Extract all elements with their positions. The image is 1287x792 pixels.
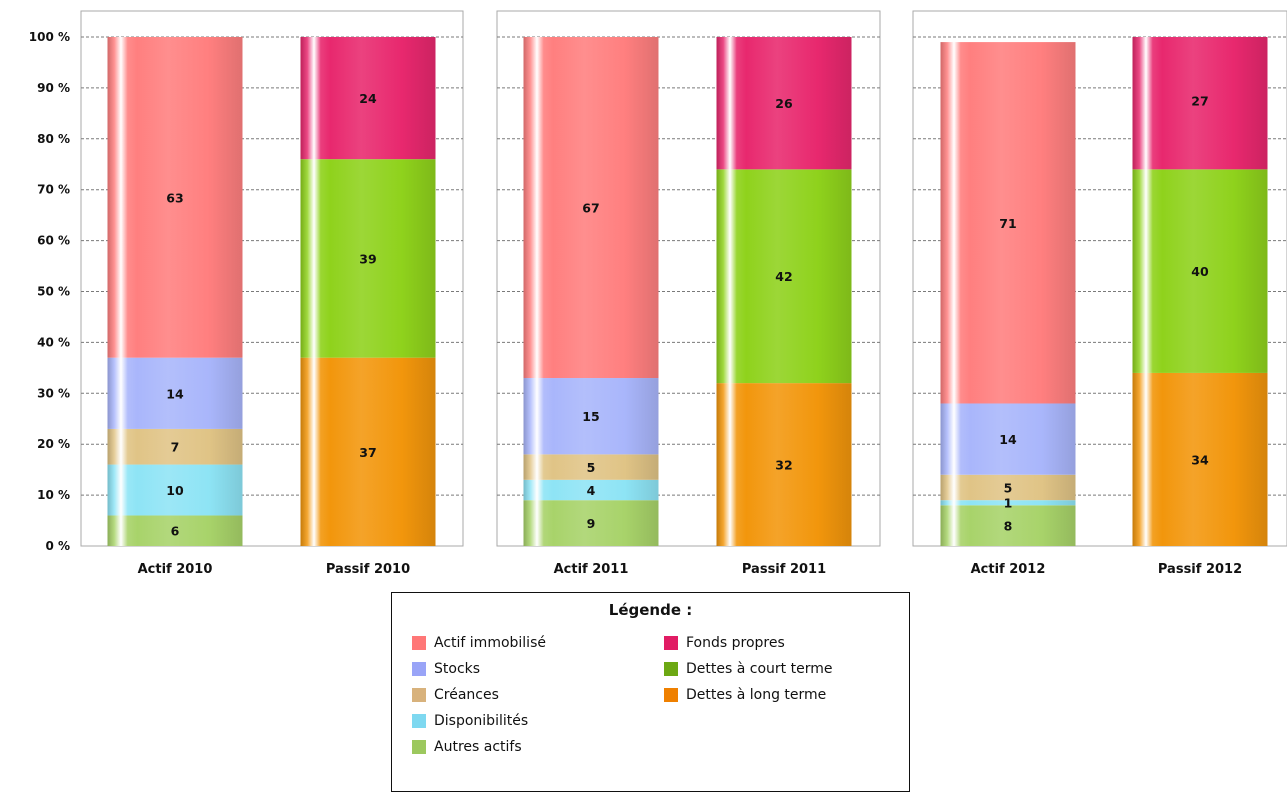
legend-label: Stocks bbox=[434, 661, 481, 677]
legend-swatch bbox=[412, 740, 426, 754]
legend-item: Autres actifs bbox=[412, 737, 522, 757]
bar-segment bbox=[716, 37, 852, 170]
data-label: 8 bbox=[1004, 519, 1013, 534]
bar-segment bbox=[716, 383, 852, 546]
legend-item: Stocks bbox=[412, 659, 480, 679]
panel-2010: 6 10 7 14 63 Actif 2010 37 39 24 Passif 2010 bbox=[80, 10, 464, 577]
data-label: 71 bbox=[999, 216, 1016, 231]
panel-2011: 9 4 5 15 67 Actif 2011 32 42 26 Passif 2011 bbox=[496, 10, 881, 577]
y-tick-label: 20 % bbox=[37, 437, 70, 451]
y-tick-label: 0 % bbox=[45, 539, 70, 553]
y-tick-label: 80 % bbox=[37, 132, 70, 146]
legend-swatch bbox=[664, 662, 678, 676]
data-label: 14 bbox=[999, 432, 1017, 447]
y-tick-label: 10 % bbox=[37, 488, 70, 502]
data-label: 63 bbox=[166, 190, 183, 205]
legend-item: Fonds propres bbox=[664, 633, 785, 653]
legend-item: Disponibilités bbox=[412, 711, 528, 731]
bar-segment bbox=[940, 403, 1076, 475]
data-label: 6 bbox=[171, 524, 180, 539]
y-tick-label: 40 % bbox=[37, 335, 70, 349]
legend-label: Créances bbox=[434, 687, 499, 703]
x-category-label: Passif 2011 bbox=[742, 562, 826, 577]
data-label: 24 bbox=[359, 91, 377, 106]
bar-segment bbox=[107, 428, 243, 465]
bar-segment bbox=[107, 357, 243, 429]
bar-segment bbox=[1132, 37, 1268, 170]
bar-segment bbox=[940, 474, 1076, 501]
data-label: 34 bbox=[1191, 452, 1209, 467]
bar-segment bbox=[940, 505, 1076, 546]
data-label: 9 bbox=[587, 516, 596, 531]
legend: Légende : Actif immobilisé Stocks Créances… bbox=[391, 592, 910, 792]
x-category-label: Actif 2010 bbox=[138, 562, 213, 577]
data-label: 67 bbox=[582, 201, 599, 216]
bar-segment bbox=[523, 479, 659, 501]
data-label: 42 bbox=[775, 269, 792, 284]
y-axis-labels: 0 % 10 % 20 % 30 % 40 % 50 % 60 % 70 % 80 % 90 % 1… bbox=[29, 30, 70, 553]
legend-label: Dettes à court terme bbox=[686, 661, 833, 677]
y-tick-label: 70 % bbox=[37, 183, 70, 197]
y-tick-label: 50 % bbox=[37, 285, 70, 299]
legend-label: Disponibilités bbox=[434, 713, 529, 729]
legend-label: Fonds propres bbox=[686, 635, 785, 651]
bar-segment bbox=[523, 37, 659, 379]
data-label: 37 bbox=[359, 445, 376, 460]
bar-segment bbox=[940, 42, 1076, 404]
data-label: 32 bbox=[775, 458, 792, 473]
legend-swatch bbox=[412, 636, 426, 650]
bar-segment bbox=[716, 169, 852, 384]
legend-swatch bbox=[412, 662, 426, 676]
bar-segment bbox=[107, 515, 243, 546]
legend-swatch bbox=[664, 636, 678, 650]
legend-item: Dettes à long terme bbox=[664, 685, 826, 705]
bar-segment bbox=[300, 159, 436, 358]
data-label: 26 bbox=[775, 96, 793, 111]
y-tick-label: 30 % bbox=[37, 386, 70, 400]
data-label: 14 bbox=[166, 386, 184, 401]
data-label: 15 bbox=[582, 409, 599, 424]
data-label: 5 bbox=[587, 460, 596, 475]
bar-segment bbox=[300, 357, 436, 546]
legend-swatch bbox=[664, 688, 678, 702]
bar-segment bbox=[107, 464, 243, 516]
x-category-label: Actif 2011 bbox=[554, 562, 629, 577]
legend-item: Créances bbox=[412, 685, 499, 705]
y-tick-label: 100 % bbox=[29, 30, 70, 44]
x-category-label: Passif 2012 bbox=[1158, 562, 1242, 577]
legend-label: Autres actifs bbox=[434, 739, 522, 755]
data-label: 5 bbox=[1004, 480, 1013, 495]
bar-segment bbox=[940, 500, 1076, 506]
data-label: 27 bbox=[1191, 94, 1208, 109]
panel-2012: 8 15 14 71 Actif 2012 34 40 27 Passif 2012 bbox=[912, 10, 1287, 577]
legend-item: Actif immobilisé bbox=[412, 633, 546, 653]
data-label: 39 bbox=[359, 251, 376, 266]
bar-segment bbox=[1132, 169, 1268, 373]
legend-swatch bbox=[412, 688, 426, 702]
data-label: 4 bbox=[587, 483, 596, 498]
data-label: 1 bbox=[1004, 496, 1013, 511]
data-label: 40 bbox=[1191, 264, 1209, 279]
x-category-label: Actif 2012 bbox=[971, 562, 1046, 577]
legend-title: Légende : bbox=[608, 601, 693, 619]
legend-swatch bbox=[412, 714, 426, 728]
bar-segment bbox=[300, 37, 436, 160]
data-label: 10 bbox=[166, 483, 184, 498]
bar-segment bbox=[1132, 372, 1268, 546]
y-tick-label: 60 % bbox=[37, 234, 70, 248]
bar-segment bbox=[107, 37, 243, 358]
bar-segment bbox=[523, 378, 659, 455]
bar-segment bbox=[523, 454, 659, 480]
bar-segment bbox=[523, 500, 659, 546]
legend-label: Dettes à long terme bbox=[686, 687, 827, 703]
legend-item: Dettes à court terme bbox=[664, 659, 832, 679]
x-category-label: Passif 2010 bbox=[326, 562, 410, 577]
data-label: 7 bbox=[171, 440, 180, 455]
legend-label: Actif immobilisé bbox=[434, 635, 546, 651]
y-tick-label: 90 % bbox=[37, 81, 70, 95]
